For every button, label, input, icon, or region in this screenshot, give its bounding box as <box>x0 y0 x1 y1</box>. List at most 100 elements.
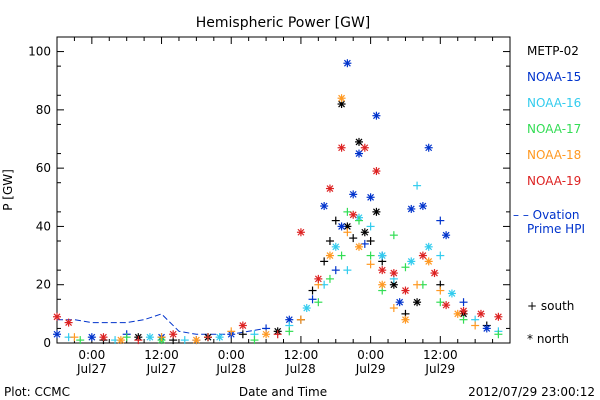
marker-metp-02 <box>308 286 317 295</box>
marker-noaa-15 <box>87 333 96 342</box>
marker-noaa-15 <box>349 190 358 199</box>
marker-noaa-16 <box>407 257 416 266</box>
marker-noaa-16 <box>424 242 433 251</box>
marker-noaa-19 <box>169 330 178 339</box>
marker-noaa-15 <box>343 59 352 68</box>
marker-noaa-16 <box>180 336 189 345</box>
x-tick-time: 12:00 <box>423 348 458 362</box>
marker-noaa-17 <box>337 251 346 260</box>
marker-noaa-19 <box>349 210 358 219</box>
marker-metp-02 <box>331 216 340 225</box>
marker-noaa-19 <box>325 184 334 193</box>
marker-noaa-18 <box>401 315 410 324</box>
marker-noaa-19 <box>378 266 387 275</box>
marker-noaa-18 <box>337 94 346 103</box>
marker-noaa-19 <box>64 318 73 327</box>
marker-noaa-15 <box>424 143 433 152</box>
marker-noaa-15 <box>355 149 363 158</box>
marker-noaa-18 <box>436 286 445 295</box>
marker-noaa-17 <box>325 274 334 283</box>
marker-noaa-16 <box>413 181 422 190</box>
legend-south: + south <box>527 299 574 313</box>
marker-noaa-19 <box>238 321 247 330</box>
marker-noaa-19 <box>442 301 451 310</box>
marker-noaa-15 <box>308 295 317 304</box>
marker-noaa-15 <box>418 202 427 211</box>
marker-metp-02 <box>372 207 381 216</box>
marker-noaa-18 <box>343 228 352 237</box>
x-tick-time: 0:00 <box>357 348 384 362</box>
marker-noaa-19 <box>360 143 369 152</box>
marker-noaa-18 <box>262 330 271 339</box>
y-tick-label: 0 <box>43 336 51 350</box>
marker-noaa-19 <box>389 269 398 278</box>
x-tick-date: Jul29 <box>355 362 386 376</box>
marker-noaa-19 <box>459 306 468 315</box>
marker-noaa-17 <box>343 207 352 216</box>
legend-ovation-line1: – – Ovation <box>513 208 580 222</box>
marker-noaa-15 <box>366 193 375 202</box>
y-tick-label: 40 <box>36 219 51 233</box>
marker-noaa-15 <box>320 202 329 211</box>
x-tick-date: Jul28 <box>215 362 246 376</box>
y-tick-label: 80 <box>36 103 51 117</box>
marker-noaa-16 <box>343 266 352 275</box>
marker-noaa-18 <box>355 242 363 251</box>
marker-noaa-19 <box>99 333 108 342</box>
y-tick-label: 60 <box>36 161 51 175</box>
marker-noaa-18 <box>296 315 305 324</box>
marker-noaa-18 <box>424 257 433 266</box>
marker-noaa-16 <box>436 251 445 260</box>
marker-noaa-19 <box>204 333 212 342</box>
plot-frame <box>56 36 511 344</box>
marker-noaa-15 <box>331 266 340 275</box>
marker-metp-02 <box>360 228 369 237</box>
chart-title: Hemispheric Power [GW] <box>196 15 371 31</box>
y-axis: 0 20 40 60 80 100 <box>28 45 510 350</box>
marker-noaa-19 <box>337 143 346 152</box>
marker-noaa-18 <box>325 251 334 260</box>
marker-noaa-15 <box>436 216 445 225</box>
marker-metp-02 <box>238 330 247 339</box>
marker-metp-02 <box>355 137 363 146</box>
marker-noaa-19 <box>372 167 381 176</box>
marker-noaa-17 <box>314 298 323 307</box>
legend-entry: METP-02 <box>527 44 579 58</box>
marker-noaa-16 <box>302 304 311 313</box>
x-tick-time: 12:00 <box>284 348 319 362</box>
marker-noaa-17 <box>366 251 375 260</box>
marker-noaa-17 <box>401 263 410 272</box>
marker-noaa-19 <box>401 286 410 295</box>
marker-noaa-19 <box>418 251 427 260</box>
y-tick-label: 20 <box>36 278 51 292</box>
marker-noaa-19 <box>53 312 61 321</box>
legend-entry: NOAA-18 <box>527 148 581 162</box>
marker-noaa-17 <box>389 231 398 240</box>
marker-noaa-17 <box>494 330 503 339</box>
marker-noaa-17 <box>355 216 363 225</box>
legend-entry: NOAA-16 <box>527 96 581 110</box>
legend-entry: NOAA-15 <box>527 70 581 84</box>
marker-noaa-18 <box>413 280 422 289</box>
marker-noaa-15 <box>395 298 404 307</box>
legend-north: * north <box>527 332 569 346</box>
marker-noaa-18 <box>389 304 398 313</box>
marker-noaa-19 <box>494 312 503 321</box>
x-tick-date: Jul29 <box>424 362 455 376</box>
marker-noaa-15 <box>53 330 61 339</box>
marker-noaa-17 <box>250 336 259 345</box>
marker-noaa-15 <box>459 298 468 307</box>
marker-noaa-17 <box>76 336 85 345</box>
marker-noaa-16 <box>447 289 456 298</box>
marker-noaa-18 <box>471 321 480 330</box>
marker-noaa-18 <box>70 333 79 342</box>
marker-noaa-16 <box>378 251 387 260</box>
marker-noaa-17 <box>122 333 131 342</box>
legend-ovation-line2: Prime HPI <box>527 222 585 236</box>
marker-noaa-15 <box>337 222 346 231</box>
x-tick-time: 12:00 <box>144 348 179 362</box>
x-tick-date: Jul28 <box>285 362 316 376</box>
marker-noaa-18 <box>453 309 462 318</box>
marker-metp-02 <box>366 237 375 245</box>
marker-noaa-19 <box>430 269 439 278</box>
